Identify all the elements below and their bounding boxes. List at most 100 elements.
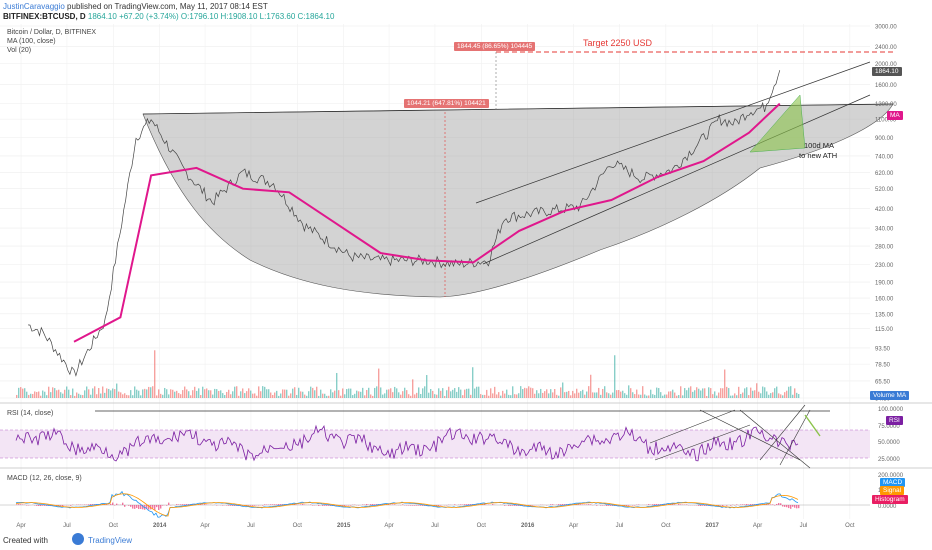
volume-bar — [48, 386, 50, 398]
x-tick-label: Oct — [293, 523, 303, 529]
macd-legend[interactable]: MACD (12, 26, close, 9) — [7, 475, 82, 482]
low-value: L:1763.60 — [259, 12, 296, 21]
volume-bar — [364, 395, 366, 398]
volume-bar — [756, 383, 758, 398]
volume-bar — [204, 389, 206, 398]
volume-bar — [334, 390, 336, 398]
chart-header: JustinCaravaggio published on TradingVie… — [0, 0, 932, 24]
volume-bar — [306, 395, 308, 398]
histogram-bar — [698, 505, 700, 506]
volume-bar — [232, 391, 234, 398]
volume-bar — [734, 393, 736, 398]
volume-bar — [426, 375, 428, 398]
volume-bar — [382, 394, 384, 398]
rsi-tag: RSI — [886, 416, 903, 425]
histogram-bar — [504, 505, 506, 506]
volume-bar — [736, 395, 738, 398]
x-tick-label: Apr — [16, 523, 25, 529]
volume-bar — [698, 388, 700, 398]
volume-bar — [614, 355, 616, 398]
volume-bar — [776, 386, 778, 398]
volume-bar — [700, 390, 702, 398]
macd-histogram — [16, 502, 800, 511]
volume-bar — [224, 395, 226, 398]
volume-bar — [288, 395, 290, 398]
histogram-bar — [300, 504, 302, 505]
volume-bar — [646, 395, 648, 398]
volume-bar — [772, 392, 774, 398]
histogram-bar — [148, 505, 150, 510]
legend-ma[interactable]: MA (100, close) — [7, 38, 56, 45]
volume-bar — [238, 395, 240, 398]
volume-bar — [416, 392, 418, 398]
channel-lower[interactable] — [482, 94, 871, 265]
volume-bar — [376, 386, 378, 398]
volume-bar — [784, 392, 786, 398]
histogram-bar — [524, 505, 526, 507]
volume-bar — [494, 386, 496, 398]
volume-bar — [360, 391, 362, 398]
histogram-bar — [44, 505, 46, 506]
histogram-bar — [610, 505, 612, 506]
volume-bar — [642, 386, 644, 398]
histogram-bar — [796, 505, 798, 509]
volume-bar — [258, 386, 260, 398]
histogram-bar — [248, 505, 250, 506]
histogram-bar — [388, 504, 390, 505]
histogram-bar — [674, 504, 676, 505]
volume-bar — [704, 388, 706, 398]
time-axis[interactable]: Apr Jul Oct 2014 Apr Jul Oct 2015 Apr Jul Oct 2016 A… — [16, 523, 854, 529]
histogram-bar — [22, 504, 24, 505]
histogram-bar — [16, 504, 18, 505]
volume-bar — [282, 389, 284, 398]
rim-line[interactable] — [142, 103, 894, 115]
price-axis[interactable]: 3000.00 2400.00 2000.00 1600.00 1300.00 1100.… — [875, 25, 904, 511]
histogram-bar — [782, 505, 784, 507]
histogram-bar — [780, 503, 782, 505]
volume-bar — [206, 388, 208, 398]
volume-bar — [24, 388, 26, 398]
volume-bar — [64, 389, 66, 398]
volume-bars — [16, 350, 800, 398]
rsi-tick-label: 50.0000 — [878, 440, 900, 446]
price-change: +67.20 (+3.74%) — [119, 12, 179, 21]
volume-bar — [354, 393, 356, 398]
volume-bar — [440, 390, 442, 398]
volume-bar — [320, 389, 322, 398]
volume-bar — [546, 389, 548, 398]
author-link[interactable]: JustinCaravaggio — [3, 2, 65, 11]
volume-bar — [706, 395, 708, 398]
price-chart[interactable]: 3000.00 2400.00 2000.00 1600.00 1300.00 1100.… — [0, 0, 932, 530]
volume-bar — [156, 395, 158, 398]
volume-bar — [294, 387, 296, 398]
footer: Created with TradingView — [0, 532, 932, 550]
volume-bar — [26, 391, 28, 398]
histogram-bar — [670, 504, 672, 505]
volume-bar — [42, 390, 44, 398]
histogram-bar — [586, 504, 588, 505]
y-tick-label: 135.00 — [875, 312, 894, 318]
volume-bar — [778, 393, 780, 398]
histogram-bar — [272, 504, 274, 505]
volume-bar — [324, 393, 326, 398]
rsi-legend[interactable]: RSI (14, close) — [7, 410, 54, 417]
volume-bar — [710, 388, 712, 398]
histogram-bar — [40, 505, 42, 507]
volume-bar — [552, 392, 554, 398]
volume-bar — [458, 387, 460, 398]
histogram-bar — [492, 504, 494, 505]
histogram-bar — [626, 505, 628, 506]
tradingview-brand[interactable]: TradingView — [88, 536, 133, 545]
histogram-bar — [562, 504, 564, 505]
histogram-bar — [140, 505, 142, 510]
volume-bar — [790, 386, 792, 398]
volume-bar — [94, 386, 96, 398]
legend-vol[interactable]: Vol (20) — [7, 47, 32, 54]
volume-bar — [342, 388, 344, 398]
channel-upper[interactable] — [475, 61, 871, 204]
histogram-bar — [70, 505, 72, 506]
volume-bar — [200, 395, 202, 398]
volume-bar — [78, 393, 80, 398]
histogram-bar — [146, 505, 148, 509]
volume-bar — [666, 394, 668, 398]
